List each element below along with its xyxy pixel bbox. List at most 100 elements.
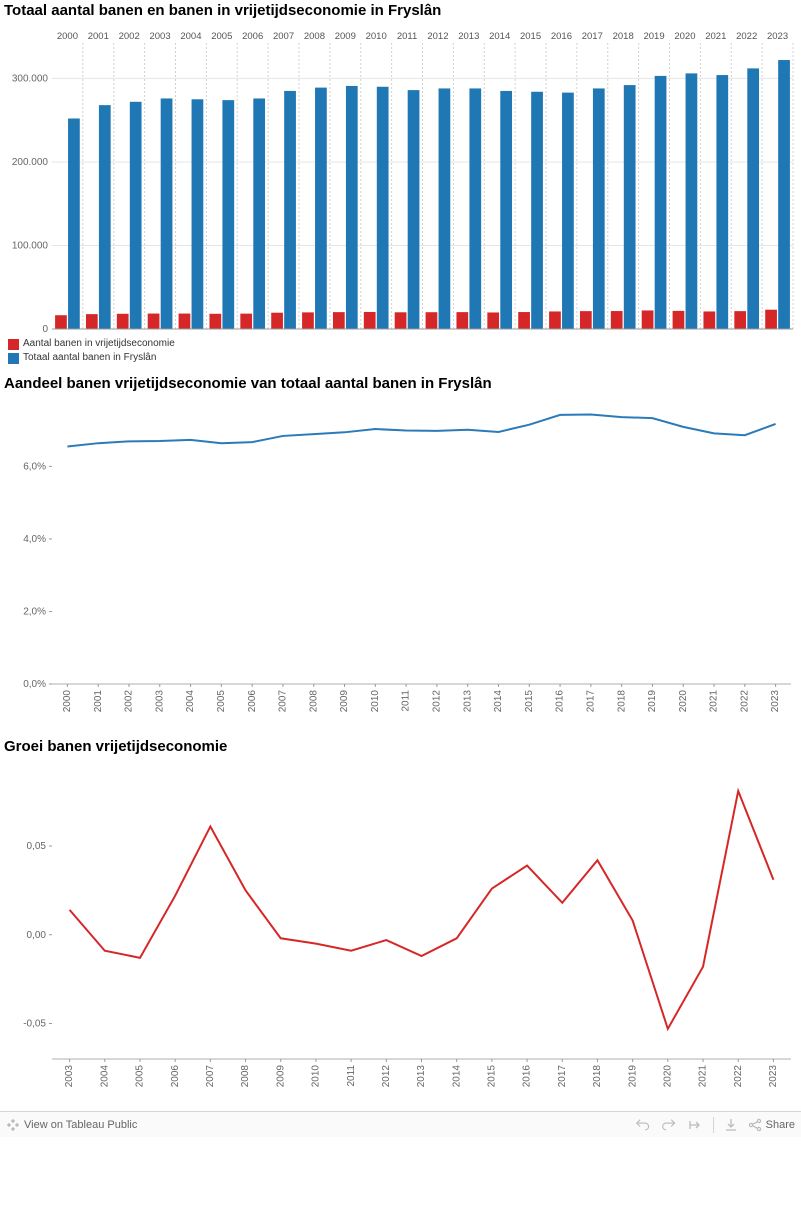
view-on-tableau-label: View on Tableau Public [24,1119,137,1131]
svg-text:2004: 2004 [99,1065,110,1088]
svg-text:2006: 2006 [242,31,263,42]
svg-text:2000: 2000 [62,690,73,713]
svg-text:2022: 2022 [739,690,750,713]
svg-text:2005: 2005 [211,31,232,42]
svg-text:2000: 2000 [57,31,78,42]
svg-text:0,0%: 0,0% [23,679,46,690]
svg-text:2011: 2011 [397,31,417,42]
svg-text:2012: 2012 [432,690,443,713]
chart1-area: 0100.000200.000300.000200020012002200320… [4,25,797,335]
legend-item-blue: Totaal aantal banen in Fryslân [8,351,797,365]
svg-text:2008: 2008 [308,690,319,713]
svg-text:2018: 2018 [616,690,627,713]
svg-text:2006: 2006 [247,690,258,713]
chart1-svg: 0100.000200.000300.000200020012002200320… [4,25,797,335]
svg-text:2016: 2016 [522,1065,533,1088]
svg-text:2019: 2019 [643,31,664,42]
chart1-title: Totaal aantal banen en banen in vrijetij… [4,2,797,19]
svg-text:2011: 2011 [401,690,412,712]
chart2-title: Aandeel banen vrijetijdseconomie van tot… [4,375,797,392]
svg-text:2012: 2012 [427,31,448,42]
undo-button[interactable] [635,1118,651,1132]
reset-icon [687,1118,703,1132]
svg-text:2003: 2003 [64,1065,75,1088]
svg-text:2022: 2022 [736,31,757,42]
svg-text:2023: 2023 [767,31,788,42]
svg-text:2015: 2015 [487,1065,498,1088]
chart1-legend: Aantal banen in vrijetijdseconomie Totaa… [4,335,797,365]
svg-text:6,0%: 6,0% [23,461,46,472]
legend-label-blue: Totaal aantal banen in Fryslân [23,351,156,365]
svg-text:2020: 2020 [662,1065,673,1088]
svg-text:2017: 2017 [557,1065,568,1088]
svg-text:2008: 2008 [240,1065,251,1088]
svg-text:2003: 2003 [154,690,165,713]
share-button[interactable]: Share [748,1118,795,1132]
svg-text:2007: 2007 [273,31,294,42]
legend-item-red: Aantal banen in vrijetijdseconomie [8,337,797,351]
chart1-section: Totaal aantal banen en banen in vrijetij… [0,0,801,373]
svg-text:2018: 2018 [613,31,634,42]
svg-text:2020: 2020 [674,31,695,42]
svg-text:2009: 2009 [339,690,350,713]
svg-text:2002: 2002 [124,690,135,713]
svg-text:2004: 2004 [185,690,196,713]
svg-text:2007: 2007 [205,1065,216,1088]
toolbar-separator [713,1117,714,1133]
svg-text:2010: 2010 [370,690,381,713]
svg-text:2023: 2023 [768,1065,779,1088]
svg-text:2005: 2005 [216,690,227,713]
svg-text:2004: 2004 [180,31,201,42]
svg-text:2021: 2021 [698,1065,709,1088]
chart3-svg: -0,050,000,05200320042005200620072008200… [4,761,797,1103]
svg-text:2015: 2015 [520,31,541,42]
svg-text:2011: 2011 [346,1065,357,1087]
svg-text:2020: 2020 [678,690,689,713]
legend-swatch-blue [8,353,19,364]
svg-text:2006: 2006 [170,1065,181,1088]
share-icon [748,1118,762,1132]
chart3-area: -0,050,000,05200320042005200620072008200… [4,761,797,1103]
svg-text:2013: 2013 [416,1065,427,1088]
redo-button[interactable] [661,1118,677,1132]
tableau-toolbar: View on Tableau Public Share [0,1111,801,1137]
view-on-tableau-button[interactable]: View on Tableau Public [6,1118,137,1132]
svg-text:2023: 2023 [770,690,781,713]
chart2-svg: 0,0% 2,0% 4,0% 6,0% 2000 2001 2002 2003 2004 2005… [4,398,797,728]
svg-text:0: 0 [42,324,48,335]
svg-text:2018: 2018 [592,1065,603,1088]
svg-text:2012: 2012 [381,1065,392,1088]
svg-text:2009: 2009 [275,1065,286,1088]
svg-text:-0,05: -0,05 [23,1019,46,1030]
svg-text:2001: 2001 [88,31,109,42]
download-button[interactable] [724,1118,738,1132]
reset-button[interactable] [687,1118,703,1132]
svg-text:2014: 2014 [493,690,504,713]
svg-text:200.000: 200.000 [12,157,49,168]
svg-text:2015: 2015 [524,690,535,713]
svg-text:0,00: 0,00 [27,930,47,941]
svg-text:2003: 2003 [149,31,170,42]
redo-icon [661,1118,677,1132]
svg-text:2019: 2019 [647,690,658,713]
chart3-section: Groei banen vrijetijdseconomie -0,05 0,00… [0,736,801,1111]
svg-text:2022: 2022 [733,1065,744,1088]
svg-text:2,0%: 2,0% [23,606,46,617]
svg-text:2008: 2008 [304,31,325,42]
svg-text:2021: 2021 [709,690,720,713]
svg-text:2010: 2010 [311,1065,322,1088]
svg-text:2021: 2021 [705,31,726,42]
svg-text:2002: 2002 [119,31,140,42]
legend-swatch-red [8,339,19,350]
svg-text:2001: 2001 [93,690,104,713]
download-icon [724,1118,738,1132]
svg-text:2016: 2016 [555,690,566,713]
svg-text:2013: 2013 [462,690,473,713]
svg-text:4,0%: 4,0% [23,534,46,545]
chart3-title: Groei banen vrijetijdseconomie [4,738,797,755]
svg-text:2014: 2014 [489,31,510,42]
svg-text:2019: 2019 [627,1065,638,1088]
tableau-logo-icon [6,1118,20,1132]
share-label: Share [766,1119,795,1131]
svg-text:300.000: 300.000 [12,73,49,84]
